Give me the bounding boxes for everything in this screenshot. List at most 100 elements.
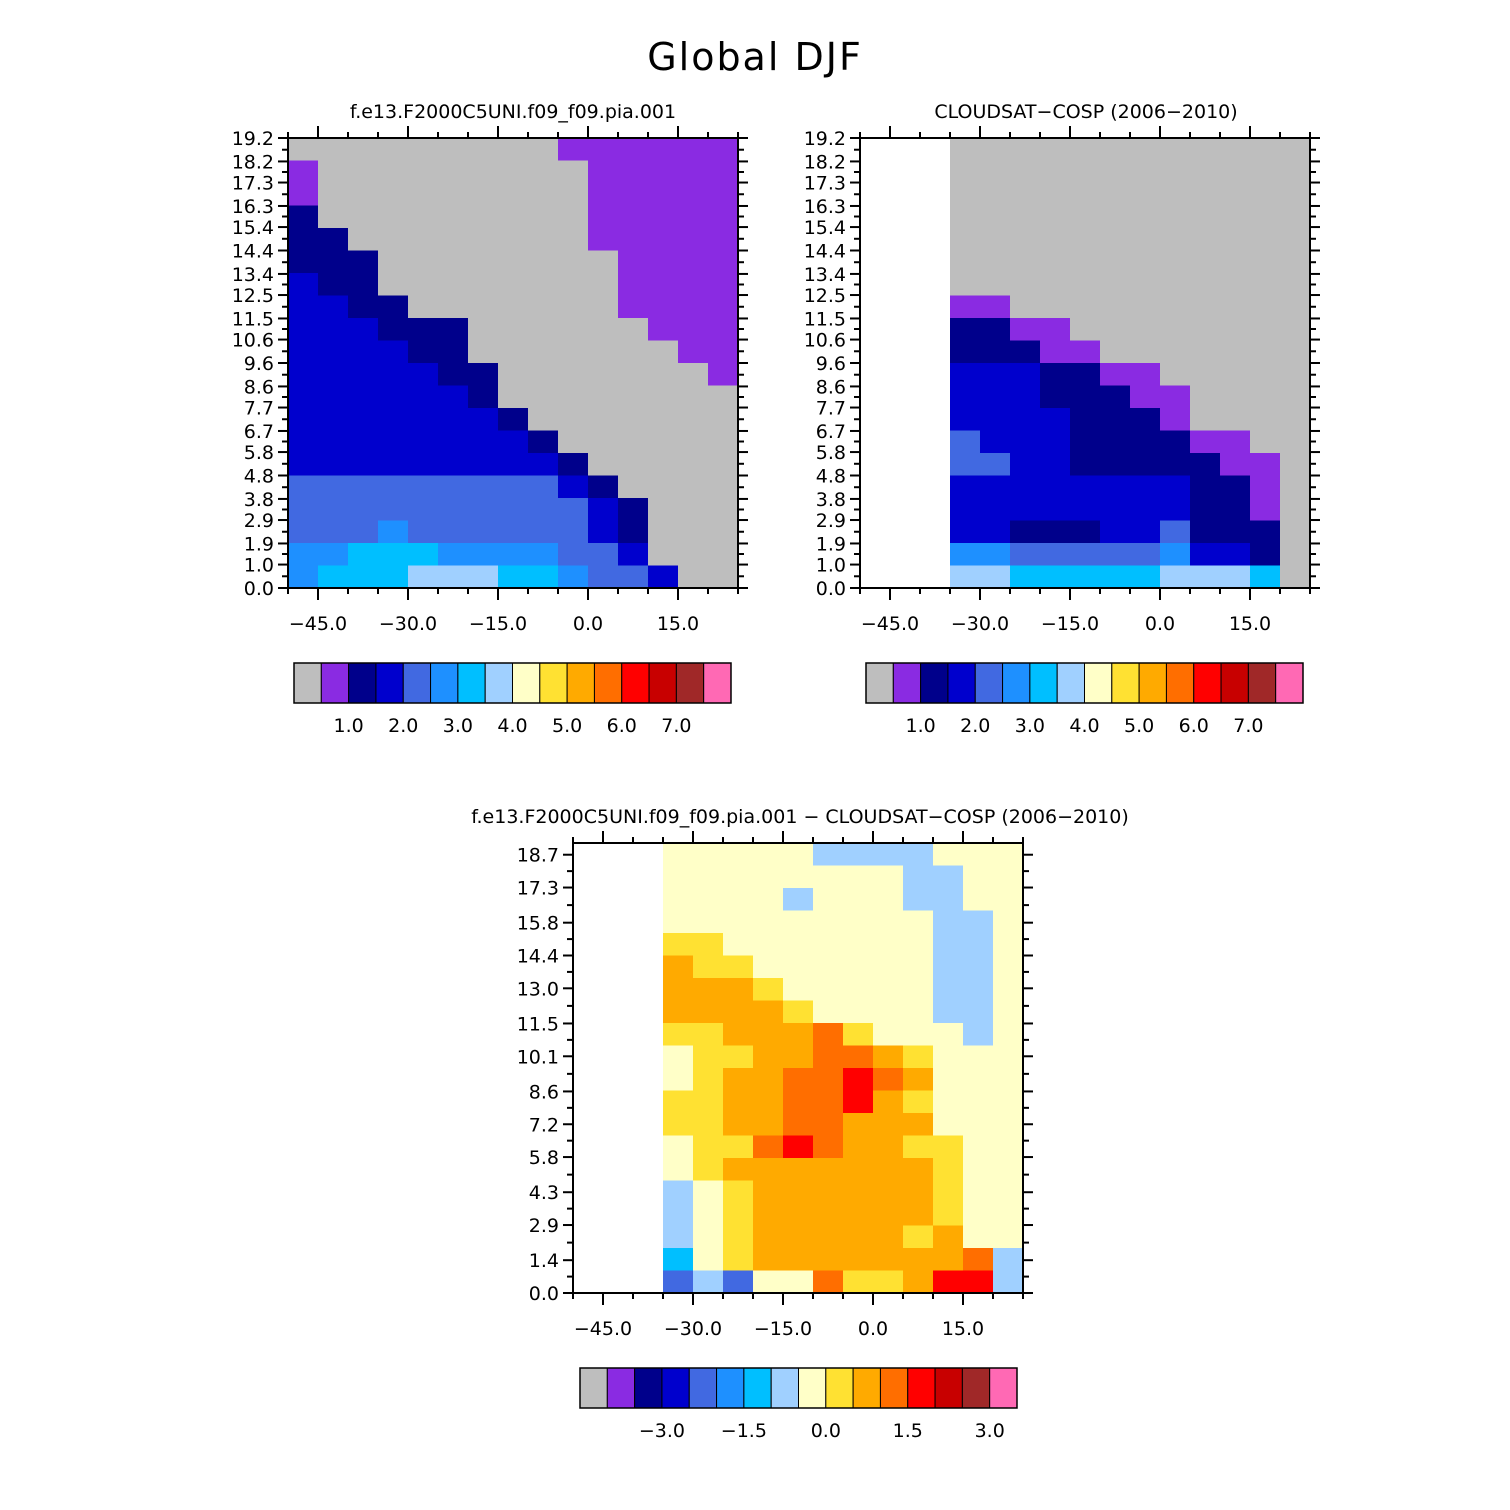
heatmap-cell [678,453,709,476]
heatmap-cell [408,183,439,206]
heatmap-cell [950,250,981,274]
heatmap-cell [348,138,379,161]
heatmap-cell [708,363,739,386]
colorbar-label: −3.0 [639,1420,685,1442]
heatmap-cell [528,453,559,476]
heatmap-cell [1250,363,1281,386]
y-tick-label: 15.8 [517,913,559,935]
heatmap-cell [693,1180,724,1204]
heatmap-cell [980,160,1011,184]
heatmap-cell [1070,228,1101,251]
y-tick-label: 18.7 [517,845,559,867]
x-tick-label: 15.0 [1229,613,1271,635]
heatmap-cell [678,340,709,364]
heatmap-cell [408,520,439,544]
heatmap-cell [903,865,934,889]
heatmap-cell [438,543,469,566]
x-tick-label: −30.0 [379,613,437,635]
heatmap-cell [1220,565,1251,589]
heatmap-cell [288,475,319,499]
heatmap-cell [1160,475,1191,499]
heatmap-cell [348,363,379,386]
heatmap-cell [288,205,319,229]
colorbar-swatch [934,1367,963,1409]
heatmap-cell [1100,430,1131,454]
heatmap-cell [708,543,739,566]
heatmap-cell [618,205,649,229]
heatmap-cell [1160,498,1191,521]
heatmap-cell [708,520,739,544]
panel-difference-title: f.e13.F2000C5UNI.f09_f09.pia.001 − CLOUD… [471,806,1129,828]
heatmap-cell [678,408,709,431]
heatmap-cell [588,543,619,566]
heatmap-cell [1280,183,1311,206]
heatmap-cell [708,160,739,184]
heatmap-cell [1010,340,1041,364]
heatmap-cell [663,1090,694,1114]
heatmap-cell [753,843,784,866]
y-tick-label: 18.2 [804,151,846,173]
heatmap-cell [753,955,784,979]
colorbar-label: −1.5 [721,1420,767,1442]
heatmap-cell [1160,160,1191,184]
heatmap-cell [753,1180,784,1204]
y-tick-label: 1.0 [816,555,846,577]
heatmap-cell [933,933,964,956]
y-tick-label: 15.4 [232,217,274,239]
heatmap-cell [378,138,409,161]
heatmap-cell [288,183,319,206]
heatmap-cell [980,295,1011,319]
heatmap-cell [1010,205,1041,229]
heatmap-cell [723,1023,754,1046]
heatmap-cell [1190,520,1221,544]
heatmap-cell [1070,183,1101,206]
heatmap-cell [648,565,679,589]
heatmap-cell [993,1203,1024,1226]
heatmap-cell [1280,475,1311,499]
heatmap-cell [980,363,1011,386]
colorbar-swatch [865,662,894,704]
heatmap-cell [1070,205,1101,229]
heatmap-cell [618,408,649,431]
heatmap-cell [1190,228,1221,251]
heatmap-cell [1130,520,1161,544]
heatmap-cell [498,475,529,499]
heatmap-cell [408,205,439,229]
colorbar-frame [579,1367,1018,1409]
heatmap-cell [1280,228,1311,251]
heatmap-cell [663,1203,694,1226]
x-tick-label: −15.0 [469,613,527,635]
heatmap-cell [1070,160,1101,184]
heatmap-cell [753,978,784,1001]
heatmap-cell [648,520,679,544]
heatmap-cell [903,1090,934,1114]
heatmap-cell [618,318,649,341]
heatmap-cell [1100,498,1131,521]
y-tick-label: 10.1 [517,1046,559,1068]
heatmap-cell [618,430,649,454]
heatmap-cell [873,1023,904,1046]
heatmap-cell [498,565,529,589]
heatmap-cell [663,1135,694,1159]
heatmap-cell [1010,543,1041,566]
heatmap-cell [558,318,589,341]
heatmap-cell [1070,475,1101,499]
colorbar-swatch [1056,662,1085,704]
heatmap-cell [873,1203,904,1226]
heatmap-cell [618,295,649,319]
heatmap-cell [1100,340,1131,364]
heatmap-cell [663,1113,694,1136]
heatmap-cell [723,865,754,889]
heatmap-cell [1160,340,1191,364]
heatmap-cell [783,1135,814,1159]
heatmap-cell [618,138,649,161]
heatmap-cell [1010,520,1041,544]
heatmap-cell [663,1000,694,1024]
panel-model: f.e13.F2000C5UNI.f09_f09.pia.001 0.01.01… [232,101,748,737]
heatmap-cell [1100,250,1131,274]
heatmap-cell [1220,273,1251,296]
heatmap-cell [1250,160,1281,184]
heatmap-cell [663,865,694,889]
heatmap-cell [980,228,1011,251]
heatmap-cell [1280,453,1311,476]
